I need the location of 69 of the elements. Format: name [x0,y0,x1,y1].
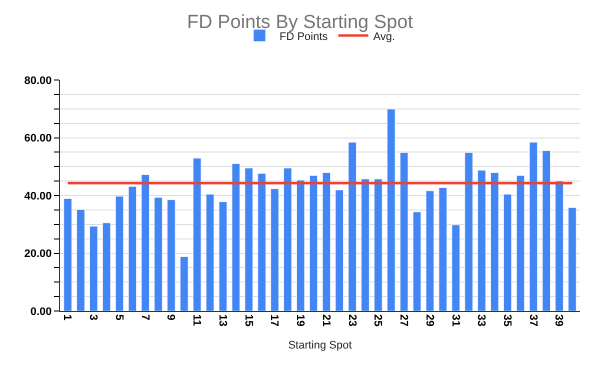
bar [309,175,318,311]
x-tick-label: 23 [346,314,358,326]
x-tick-label: 35 [500,314,513,326]
bar [568,207,576,311]
bar [529,142,538,311]
bar [270,188,279,311]
bar [102,222,111,311]
bar [490,172,499,311]
y-tick-label: 40.00 [24,190,52,202]
bar [76,209,85,311]
bar [244,168,253,311]
bar [438,187,448,311]
bar [128,186,137,311]
x-tick-label: 15 [242,314,254,326]
bar [348,142,356,311]
y-tick-label: 0.00 [30,306,52,318]
bar [180,256,188,311]
bar [387,108,396,311]
bar [478,170,486,311]
x-tick-label: 1 [61,314,74,320]
bar [374,178,382,311]
x-tick-label: 3 [87,314,100,320]
x-axis-title: Starting Spot [288,340,352,352]
bar [426,190,434,311]
bar [232,163,240,311]
legend-label: Avg. [373,30,396,43]
x-tick-label: 11 [190,314,203,326]
bar [296,180,305,311]
x-tick-label: 21 [320,314,332,326]
bar [322,172,331,311]
bar [115,196,124,311]
bar [542,150,550,311]
bar [64,198,72,311]
bar [192,158,202,311]
x-tick-label: 17 [268,314,280,326]
x-tick-label: 7 [138,314,151,320]
x-tick-label: 39 [552,314,565,326]
bar [141,174,150,311]
x-tick-label: 31 [449,314,462,326]
x-tick-label: 9 [164,314,177,320]
bar [516,175,525,311]
y-tick-label: 80.00 [24,74,52,87]
y-tick-label: 20.00 [24,248,52,260]
bar [503,194,512,311]
bar [335,190,344,311]
legend-label: FD Points [280,30,328,43]
bar [555,180,564,311]
x-tick-label: 5 [112,314,125,320]
bar [400,152,408,311]
bar [412,212,422,311]
bar [464,152,473,311]
bar [167,200,176,311]
x-tick-label: 13 [216,314,228,326]
bar [206,194,214,311]
x-tick-label: 29 [423,314,436,326]
bar [154,197,162,311]
chart-title: FD Points By Starting Spot [187,12,414,34]
y-tick-label: 60.00 [24,132,52,145]
bar [361,178,370,311]
bar [258,173,266,311]
x-tick-label: 25 [372,314,384,326]
bar [218,202,228,311]
bar [284,168,292,311]
bar [90,226,98,311]
x-tick-label: 33 [475,314,488,326]
x-tick-label: 19 [294,314,306,326]
x-tick-label: 37 [526,314,539,326]
x-tick-label: 27 [398,314,410,326]
bar [452,224,460,311]
